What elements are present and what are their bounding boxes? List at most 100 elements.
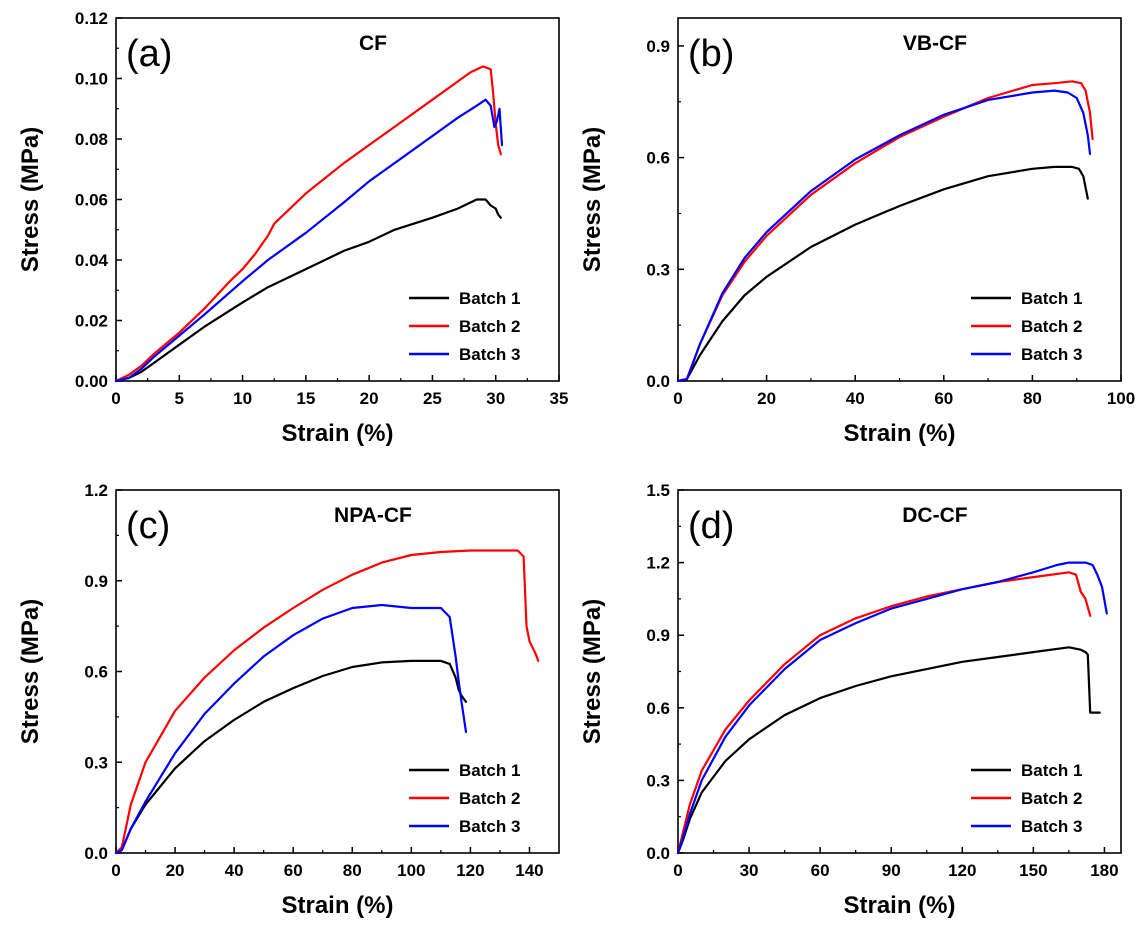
x-tick-label-b-4: 80 xyxy=(1023,389,1042,408)
series-line-d-batch-1 xyxy=(676,646,1101,855)
x-tick-label-c-3: 60 xyxy=(284,861,303,880)
x-tick-label-b-2: 40 xyxy=(846,389,865,408)
series-line-d-batch-3 xyxy=(676,561,1108,855)
legend-label-d-1: Batch 1 xyxy=(1021,761,1082,780)
legend-a: Batch 1 Batch 2 Batch 3 xyxy=(409,289,520,364)
x-tick-label-b-5: 100 xyxy=(1107,389,1135,408)
x-axis-label-a: Strain (%) xyxy=(281,420,393,447)
x-tick-label-a-1: 5 xyxy=(175,389,184,408)
legend-label-b-3: Batch 3 xyxy=(1021,345,1082,364)
legend-label-b-2: Batch 2 xyxy=(1021,317,1082,336)
series-line-d-batch-2 xyxy=(676,571,1092,855)
x-tick-label-a-6: 30 xyxy=(486,389,505,408)
x-tick-label-d-2: 60 xyxy=(811,861,830,880)
series-line-a-batch-2 xyxy=(114,65,502,383)
panel-label-c: (c) xyxy=(126,505,170,547)
y-axis-label-d: Stress (MPa) xyxy=(579,599,606,744)
x-axis-label-d: Strain (%) xyxy=(843,892,955,919)
series-line-c-batch-3 xyxy=(114,603,468,855)
x-tick-label-b-0: 0 xyxy=(673,389,682,408)
legend-label-d-2: Batch 2 xyxy=(1021,789,1082,808)
legend-c: Batch 1 Batch 2 Batch 3 xyxy=(409,761,520,836)
chart-panel-d: 0 30 60 90 120 150 180 0.0 0.3 0.6 0.9 1.2 1.5 Strain… xyxy=(579,481,1122,919)
y-tick-label-c-1: 0.3 xyxy=(84,753,108,772)
x-tick-label-a-7: 35 xyxy=(550,389,569,408)
legend-label-a-1: Batch 1 xyxy=(459,289,520,308)
y-tick-label-b-0: 0.0 xyxy=(646,372,670,391)
y-tick-label-d-4: 1.2 xyxy=(646,554,670,573)
legend-b: Batch 1 Batch 2 Batch 3 xyxy=(971,289,1082,364)
x-axis-label-b: Strain (%) xyxy=(843,420,955,447)
chart-title-a: CF xyxy=(359,32,387,55)
y-tick-label-c-3: 0.9 xyxy=(84,572,108,591)
y-tick-label-a-4: 0.08 xyxy=(75,130,108,149)
chart-panel-c: 0 20 40 60 80 100 120 140 0.0 0.3 0.6 0.9 1.2 Strain … xyxy=(17,481,560,919)
y-tick-label-b-3: 0.9 xyxy=(646,37,670,56)
legend-label-c-2: Batch 2 xyxy=(459,789,520,808)
legend-label-d-3: Batch 3 xyxy=(1021,817,1082,836)
chart-panel-b: 0 20 40 60 80 100 0.0 0.3 0.6 0.9 Strain (%) Stress… xyxy=(579,17,1135,447)
x-tick-label-d-0: 0 xyxy=(673,861,682,880)
y-tick-label-d-3: 0.9 xyxy=(646,626,670,645)
panel-label-b: (b) xyxy=(688,33,734,75)
x-tick-label-b-3: 60 xyxy=(934,389,953,408)
x-tick-label-a-3: 15 xyxy=(296,389,315,408)
panel-label-d: (d) xyxy=(688,505,734,547)
x-tick-label-c-7: 140 xyxy=(515,861,543,880)
y-tick-label-b-1: 0.3 xyxy=(646,260,670,279)
series-line-c-batch-2 xyxy=(114,549,540,855)
series-line-a-batch-3 xyxy=(114,98,504,383)
y-tick-label-a-5: 0.10 xyxy=(75,70,108,89)
y-tick-label-a-1: 0.02 xyxy=(75,312,108,331)
y-axis-label-b: Stress (MPa) xyxy=(579,127,606,272)
legend-label-b-1: Batch 1 xyxy=(1021,289,1082,308)
chart-title-d: DC-CF xyxy=(902,504,967,527)
series-line-b-batch-3 xyxy=(676,89,1092,383)
y-tick-label-a-3: 0.06 xyxy=(75,191,108,210)
x-tick-label-d-3: 90 xyxy=(882,861,901,880)
x-tick-label-c-4: 80 xyxy=(343,861,362,880)
panel-label-a: (a) xyxy=(126,33,172,75)
x-tick-label-c-2: 40 xyxy=(225,861,244,880)
x-tick-label-d-4: 120 xyxy=(948,861,976,880)
y-tick-label-c-0: 0.0 xyxy=(84,844,108,863)
y-axis-label-c: Stress (MPa) xyxy=(17,599,44,744)
x-tick-label-c-0: 0 xyxy=(111,861,120,880)
x-tick-label-c-1: 20 xyxy=(166,861,185,880)
legend-label-a-2: Batch 2 xyxy=(459,317,520,336)
x-tick-label-a-0: 0 xyxy=(111,389,120,408)
x-tick-label-c-5: 100 xyxy=(397,861,425,880)
chart-panel-a: 0 5 10 15 20 25 30 35 0.00 0.02 0.04 0.06 0.08 0.10 0.… xyxy=(17,9,568,447)
y-tick-label-d-1: 0.3 xyxy=(646,771,670,790)
series-line-b-batch-1 xyxy=(676,165,1089,383)
legend-label-a-3: Batch 3 xyxy=(459,345,520,364)
legend-label-c-3: Batch 3 xyxy=(459,817,520,836)
y-tick-label-a-2: 0.04 xyxy=(75,251,109,270)
y-tick-label-d-5: 1.5 xyxy=(646,481,670,500)
y-tick-label-a-0: 0.00 xyxy=(75,372,108,391)
x-axis-label-c: Strain (%) xyxy=(281,892,393,919)
y-tick-label-a-6: 0.12 xyxy=(75,9,108,28)
x-tick-label-d-5: 150 xyxy=(1019,861,1047,880)
legend-label-c-1: Batch 1 xyxy=(459,761,520,780)
y-tick-label-c-4: 1.2 xyxy=(84,481,108,500)
x-tick-label-a-2: 10 xyxy=(233,389,252,408)
x-tick-label-c-6: 120 xyxy=(456,861,484,880)
legend-d: Batch 1 Batch 2 Batch 3 xyxy=(971,761,1082,836)
y-axis-label-a: Stress (MPa) xyxy=(17,127,44,272)
chart-title-c: NPA-CF xyxy=(334,504,412,527)
x-tick-label-a-5: 25 xyxy=(423,389,442,408)
y-tick-label-b-2: 0.6 xyxy=(646,149,670,168)
y-tick-label-d-2: 0.6 xyxy=(646,699,670,718)
x-tick-label-d-1: 30 xyxy=(740,861,759,880)
series-line-c-batch-1 xyxy=(114,659,468,855)
y-tick-label-d-0: 0.0 xyxy=(646,844,670,863)
x-tick-label-d-6: 180 xyxy=(1090,861,1118,880)
x-tick-label-b-1: 20 xyxy=(757,389,776,408)
y-tick-label-c-2: 0.6 xyxy=(84,663,108,682)
series-line-a-batch-1 xyxy=(114,198,502,383)
series-line-b-batch-2 xyxy=(676,80,1094,383)
chart-title-b: VB-CF xyxy=(903,32,967,55)
x-tick-label-a-4: 20 xyxy=(360,389,379,408)
